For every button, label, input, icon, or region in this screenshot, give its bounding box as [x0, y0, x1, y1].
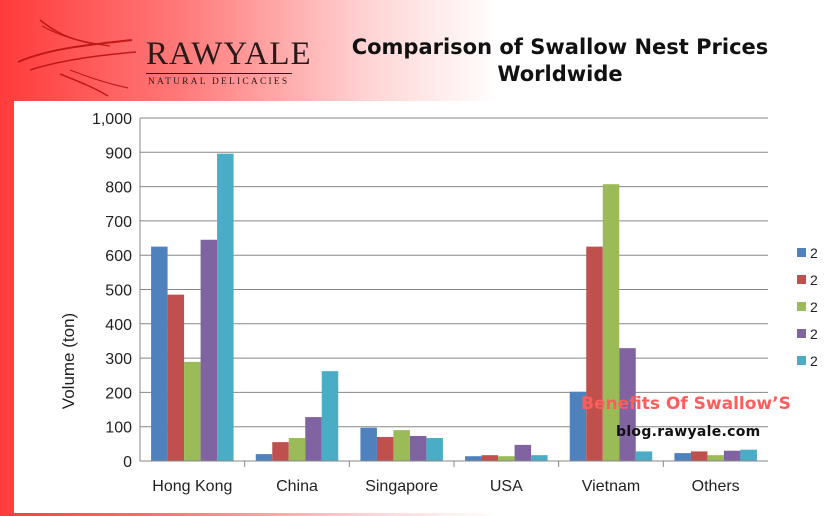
- bar: [481, 455, 499, 461]
- bar: [376, 436, 394, 461]
- page-title: Comparison of Swallow Nest Prices Worldw…: [351, 35, 769, 86]
- x-tick-label: Vietnam: [582, 478, 640, 495]
- bar: [635, 451, 653, 461]
- bar: [409, 435, 427, 461]
- bar: [272, 442, 289, 461]
- x-tick-label: Singapore: [365, 478, 438, 495]
- y-tick-label: 800: [105, 180, 132, 197]
- bar: [723, 450, 741, 461]
- brand-name: RAWYALE: [146, 36, 312, 72]
- watermark-title: Benefits Of Swallow’S: [581, 394, 791, 414]
- bar: [498, 456, 515, 461]
- brand-tagline: NATURAL DELICACIES: [148, 77, 290, 87]
- y-tick-label: 600: [105, 248, 132, 265]
- swallow-logo-icon: [17, 19, 137, 97]
- legend-label: 2: [810, 326, 818, 342]
- y-axis-tick-labels: 0 100 200 300 400 500 600 700 800 900 1,000: [92, 111, 132, 471]
- y-tick-label: 900: [105, 145, 132, 162]
- chart-panel: 0 100 200 300 400 500 600 700 800 900 1,000 Hong K…: [14, 101, 828, 513]
- y-tick-label: 500: [105, 283, 132, 300]
- watermark-url[interactable]: blog.rawyale.com: [616, 424, 761, 440]
- bar: [690, 451, 708, 461]
- legend-swatch: [797, 302, 806, 311]
- x-tick-label: USA: [490, 478, 523, 495]
- brand-logo: RAWYALE NATURAL DELICACIES: [0, 0, 311, 100]
- bar: [619, 348, 636, 461]
- legend-label: 2: [810, 299, 818, 315]
- bar: [465, 456, 482, 461]
- legend-label: 2: [810, 245, 818, 261]
- bar: [360, 427, 377, 461]
- legend-swatch: [797, 275, 806, 284]
- bar: [707, 455, 724, 461]
- bar: [321, 371, 339, 461]
- bar: [569, 391, 587, 461]
- y-tick-label: 700: [105, 214, 132, 231]
- bar: [167, 294, 185, 461]
- y-tick-label: 300: [105, 351, 132, 368]
- bar: [200, 239, 218, 461]
- chart-axes: [139, 118, 768, 467]
- legend-swatch: [797, 356, 806, 365]
- bar: [151, 246, 168, 461]
- bar: [217, 153, 234, 461]
- bar: [586, 246, 603, 461]
- y-tick-label: 200: [105, 385, 132, 402]
- legend-swatch: [797, 329, 806, 338]
- chart-gridlines: [140, 117, 768, 428]
- chart-bars: [151, 153, 757, 461]
- bar: [184, 361, 201, 461]
- y-tick-label: 100: [105, 420, 132, 437]
- y-tick-label: 400: [105, 317, 132, 334]
- bar: [740, 449, 757, 461]
- bar: [255, 454, 273, 461]
- y-tick-label: 0: [123, 454, 132, 471]
- bar: [531, 455, 548, 461]
- chart-legend: 2 2 2 2 2: [797, 245, 818, 369]
- x-tick-label: China: [276, 478, 318, 495]
- bar: [602, 184, 620, 461]
- bar: [514, 444, 532, 461]
- legend-swatch: [797, 248, 806, 257]
- x-tick-label: Others: [692, 478, 740, 495]
- bar: [426, 438, 443, 461]
- bar-chart: 0 100 200 300 400 500 600 700 800 900 1,000 Hong K…: [59, 111, 818, 495]
- legend-label: 2: [810, 272, 818, 288]
- y-axis-title: Volume (ton): [59, 313, 78, 409]
- bar: [305, 417, 322, 461]
- x-axis-category-labels: Hong Kong China Singapore USA Vietnam Others: [152, 478, 739, 495]
- y-tick-label: 1,000: [92, 111, 132, 128]
- brand-divider: [146, 73, 292, 74]
- bar: [288, 438, 306, 461]
- legend-label: 2: [810, 353, 818, 369]
- x-tick-label: Hong Kong: [152, 478, 232, 495]
- bar: [393, 430, 410, 461]
- bar: [674, 453, 691, 461]
